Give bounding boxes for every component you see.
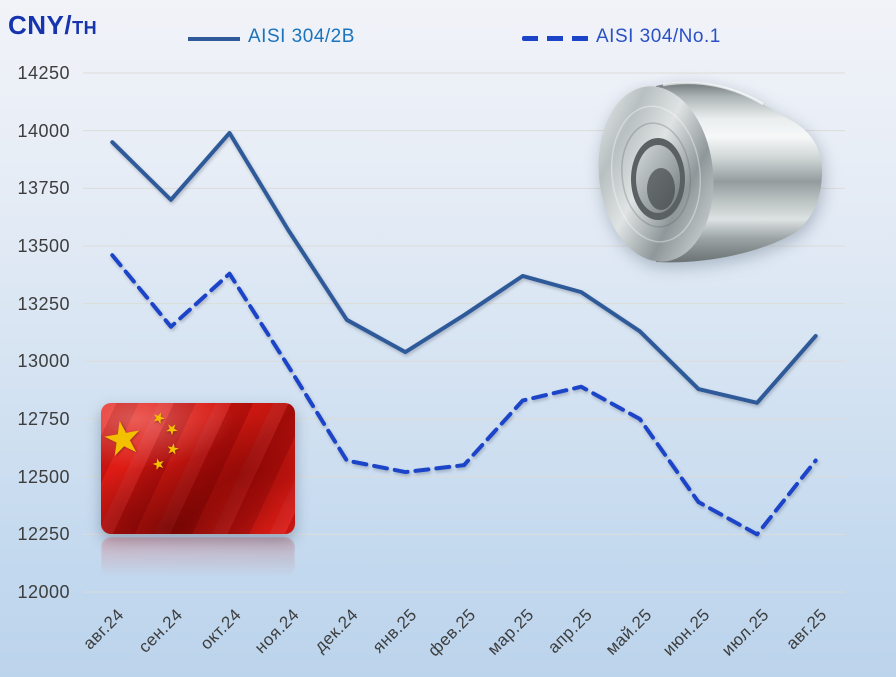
series-line-aisi-304-2b (110, 130, 818, 405)
y-tick-label: 13750 (17, 178, 70, 199)
coil-face-ring (621, 122, 692, 228)
y-tick-label: 12250 (17, 524, 70, 545)
y-tick-label: 13000 (17, 351, 70, 372)
flag-small-star-icon: ★ (150, 454, 168, 475)
flag-small-star-icon: ★ (149, 408, 168, 429)
coil-body-highlight (662, 81, 764, 106)
steel-coil-image (598, 81, 822, 263)
legend-label-aisi-304-no1: AISI 304/No.1 (596, 26, 721, 47)
legend-solid-line-icon (188, 37, 240, 41)
y-tick-label: 14250 (17, 63, 70, 83)
legend-label-aisi-304-2b: AISI 304/2B (248, 26, 355, 47)
flag-reflection (101, 537, 295, 577)
coil-hole-shadow (647, 168, 675, 210)
flag-small-star-icon: ★ (161, 418, 183, 441)
y-tick-label: 14000 (17, 120, 70, 141)
page-title: CNY/тн (8, 10, 97, 41)
y-tick-label: 12500 (17, 466, 70, 487)
flag-big-star-icon: ★ (101, 408, 148, 468)
y-tick-label: 13500 (17, 236, 70, 256)
legend-dashed-line-icon (522, 36, 589, 41)
y-tick-label: 12000 (17, 582, 70, 602)
y-tick-label: 12750 (17, 409, 70, 429)
flag-small-star-icon: ★ (164, 439, 181, 460)
series-line-aisi-304-no1 (110, 253, 818, 537)
china-flag-image: ★ ★ ★ ★ ★ (101, 403, 295, 534)
currency-unit-label: CNY/ (8, 10, 73, 40)
y-tick-label: 13250 (17, 293, 70, 314)
coil-face-ring (610, 105, 702, 243)
tonne-unit-label: тн (72, 18, 98, 38)
